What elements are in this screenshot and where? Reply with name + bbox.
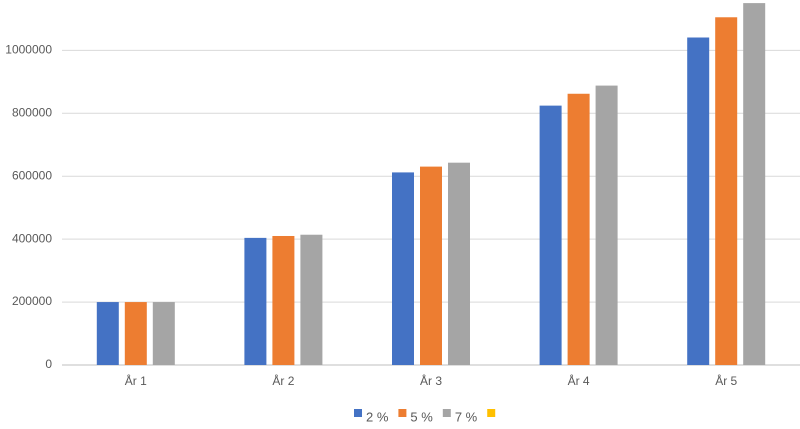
bar [539, 105, 562, 366]
bar [272, 235, 295, 365]
legend-swatch [398, 409, 407, 417]
bar [152, 302, 175, 365]
y-tick-label: 1000000 [5, 43, 52, 57]
x-tick-label: År 1 [125, 373, 147, 388]
legend-label: 5 % [410, 409, 433, 424]
legend-swatch [354, 409, 362, 417]
bar [567, 93, 590, 366]
x-tick-label: År 3 [420, 373, 442, 388]
x-tick-label: År 4 [568, 373, 590, 388]
legend-label: 7 % [455, 409, 478, 424]
bar [420, 166, 442, 365]
bar [595, 85, 618, 366]
x-tick-label: År 2 [272, 373, 294, 388]
y-tick-label: 800000 [12, 105, 52, 119]
bar [392, 172, 414, 365]
y-tick-label: 200000 [12, 294, 52, 308]
bar [743, 3, 766, 366]
y-tick-label: 600000 [12, 168, 52, 182]
bar [124, 302, 147, 365]
bar [715, 17, 738, 365]
bar [244, 237, 267, 365]
bar [300, 234, 323, 365]
x-tick-label: År 5 [715, 373, 737, 388]
legend-label: 2 % [366, 409, 389, 424]
legend-swatch [487, 409, 496, 417]
y-tick-label: 0 [45, 357, 52, 371]
bar [448, 162, 470, 365]
y-tick-label: 400000 [12, 231, 52, 245]
bar [96, 302, 119, 365]
bar [687, 37, 710, 365]
legend-swatch [442, 409, 451, 417]
